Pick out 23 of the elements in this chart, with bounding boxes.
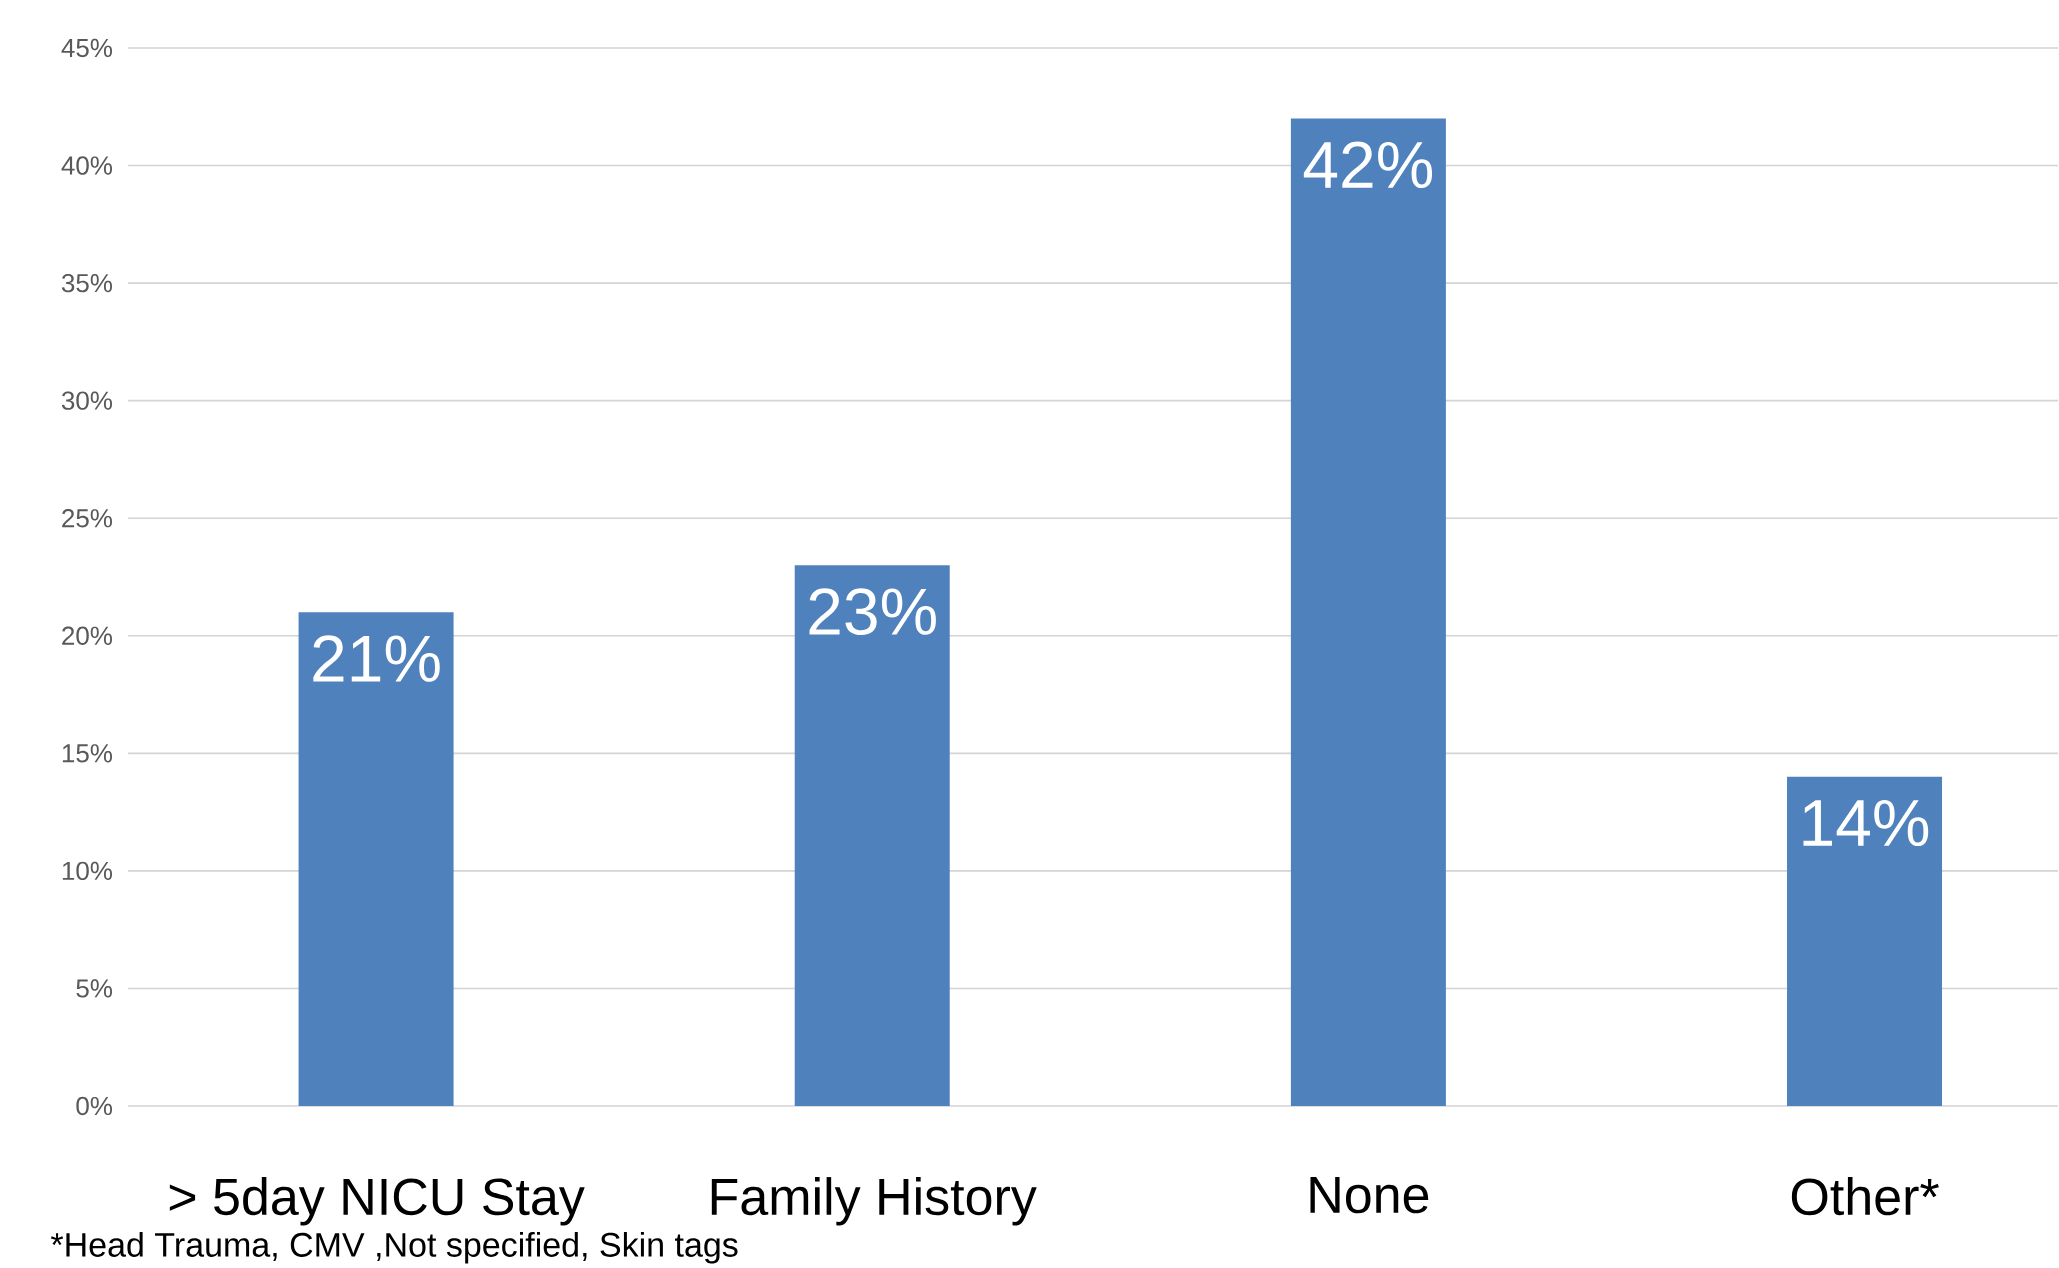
- data-label: 23%: [809, 588, 936, 636]
- y-tick-label: 25%: [62, 509, 113, 528]
- bar: [794, 565, 950, 1106]
- y-tick-label: 10%: [62, 861, 113, 881]
- bar: [1290, 118, 1446, 1106]
- y-tick-label: 20%: [62, 626, 113, 645]
- bar: [1787, 776, 1943, 1106]
- y-tick-label: 5%: [76, 979, 113, 998]
- x-tick-label: Family History: [711, 1177, 1037, 1226]
- y-tick-label: 45%: [61, 38, 113, 58]
- text: *Head Trauma, CMV ,Not specified, Skin tags: [50, 1231, 738, 1264]
- y-tick-label: 0%: [76, 1096, 113, 1116]
- x-tick-label: > 5day NICU Stay: [169, 1177, 585, 1226]
- data-label: 14%: [1803, 799, 1929, 847]
- y-tick-label: 35%: [61, 273, 113, 293]
- data-label: 21%: [313, 635, 440, 682]
- y-tick-label: 40%: [61, 156, 113, 175]
- x-tick-label: Other*: [1791, 1177, 1939, 1216]
- bar: [298, 612, 454, 1106]
- data-label: 42%: [1303, 141, 1433, 189]
- y-tick-label: 30%: [61, 391, 113, 410]
- x-tick-label: None: [1310, 1177, 1429, 1214]
- y-tick-label: 15%: [62, 744, 113, 763]
